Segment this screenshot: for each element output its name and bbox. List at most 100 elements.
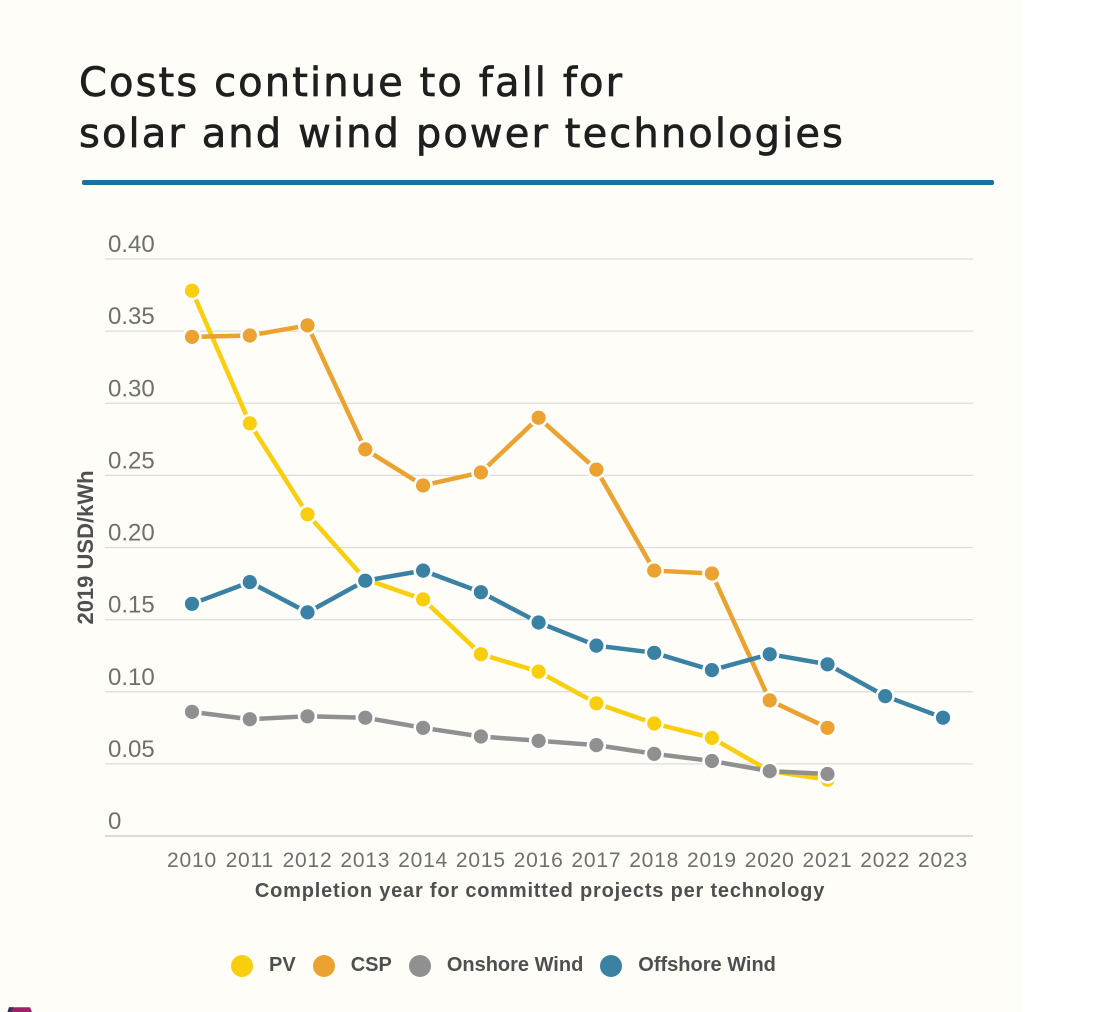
x-tick-label: 2023 — [918, 849, 968, 872]
x-tick-label: 2021 — [803, 849, 853, 872]
data-point — [528, 408, 549, 428]
x-tick-label: 2012 — [283, 849, 333, 872]
y-tick-label: 0.35 — [108, 303, 155, 330]
series-pv — [182, 281, 838, 790]
data-point — [644, 713, 664, 734]
infographic-card — [0, 0, 1022, 1012]
data-point — [240, 413, 260, 434]
data-point — [297, 602, 318, 623]
data-point — [471, 462, 491, 483]
series-offshore-wind — [182, 560, 953, 728]
legend-item-onshore-wind: Onshore Wind — [408, 954, 584, 977]
bottom-left-logo — [7, 1007, 32, 1012]
x-tick-label: 2016 — [514, 849, 564, 872]
offshore-wind-legend-label: Offshore Wind — [638, 954, 776, 976]
y-tick-label: 0.20 — [108, 520, 155, 547]
y-tick-label: 0.25 — [108, 447, 155, 474]
data-point — [471, 726, 491, 747]
csp-legend-label: CSP — [350, 954, 392, 976]
x-tick-label: 2020 — [745, 849, 795, 872]
x-axis-title: Completion year for committed projects p… — [254, 880, 826, 902]
data-point — [933, 707, 953, 728]
legend-item-offshore-wind: Offshore Wind — [600, 954, 776, 977]
data-point — [297, 706, 318, 726]
csp-legend-dot — [312, 954, 335, 977]
data-point — [759, 644, 780, 664]
data-point — [240, 325, 260, 346]
series-onshore-wind — [182, 702, 838, 784]
legend-item-pv: PV — [231, 954, 296, 977]
data-point — [702, 751, 722, 771]
data-point — [702, 563, 722, 584]
chart-series — [182, 281, 953, 790]
data-point — [586, 735, 607, 755]
data-point — [240, 572, 260, 592]
y-tick-label: 0.05 — [108, 736, 155, 763]
data-point — [644, 744, 664, 764]
data-point — [240, 709, 260, 729]
data-point — [355, 570, 375, 591]
x-tick-label: 2013 — [340, 849, 390, 872]
data-point — [182, 702, 202, 722]
data-point — [759, 761, 780, 781]
data-point — [182, 327, 202, 347]
page-title-line1: Costs continue to fall for — [79, 60, 625, 107]
series-line — [191, 568, 944, 720]
x-tick-label: 2015 — [456, 849, 506, 872]
data-point — [817, 654, 838, 674]
data-point — [182, 594, 202, 614]
data-point — [759, 690, 780, 711]
pv-legend-label: PV — [269, 954, 296, 976]
data-point — [297, 504, 318, 524]
data-point — [528, 731, 549, 751]
series-csp — [182, 315, 838, 738]
x-tick-label: 2018 — [629, 849, 679, 872]
x-tick-label: 2011 — [226, 849, 274, 872]
offshore-wind-legend-dot — [600, 954, 623, 977]
data-point — [355, 707, 375, 728]
series-line — [191, 322, 829, 730]
y-tick-label: 0 — [108, 808, 121, 835]
data-point — [413, 475, 433, 496]
data-point — [528, 612, 549, 633]
data-point — [644, 560, 664, 581]
y-tick-label: 0.30 — [108, 375, 155, 402]
data-point — [413, 560, 433, 581]
x-tick-label: 2010 — [167, 849, 217, 872]
data-point — [586, 459, 607, 480]
legend-item-csp: CSP — [312, 954, 392, 977]
data-point — [471, 582, 491, 602]
data-point — [471, 644, 491, 664]
y-tick-label: 0.40 — [108, 231, 155, 258]
data-point — [413, 718, 433, 738]
data-point — [297, 315, 318, 336]
data-point — [702, 728, 722, 748]
onshore-wind-legend-dot — [408, 954, 431, 977]
page-title-line2: solar and wind power technologies — [79, 111, 845, 158]
data-point — [586, 635, 607, 656]
y-tick-label: 0.10 — [108, 664, 155, 691]
pv-legend-dot — [231, 954, 253, 977]
onshore-wind-legend-label: Onshore Wind — [446, 954, 584, 976]
data-point — [817, 718, 838, 738]
data-point — [413, 589, 433, 610]
x-tick-label: 2019 — [687, 849, 737, 872]
x-axis-tick-labels: 2010 2011 2012 2013 2014 2015 2016 2017 2018 2019… — [167, 849, 968, 872]
data-point — [355, 439, 375, 460]
series-line — [189, 289, 828, 782]
data-point — [528, 661, 549, 682]
data-point — [586, 693, 607, 713]
page-title: Costs continue to fall for solar and win… — [79, 58, 845, 160]
title-accent-rule — [82, 180, 994, 185]
data-point — [875, 686, 895, 706]
x-tick-label: 2022 — [860, 849, 910, 872]
y-axis-tick-labels: 0.40 0.35 0.30 0.25 0.20 0.15 0.10 0.05 0 — [108, 231, 155, 835]
series-line — [191, 709, 828, 777]
data-point — [702, 660, 722, 680]
data-point — [182, 281, 202, 301]
y-axis-title: 2019 USD/kWh — [73, 470, 98, 624]
x-tick-label: 2017 — [571, 849, 621, 872]
chart-legend: PV CSP Onshore Wind Offshore Wind — [231, 954, 776, 977]
data-point — [817, 764, 838, 784]
